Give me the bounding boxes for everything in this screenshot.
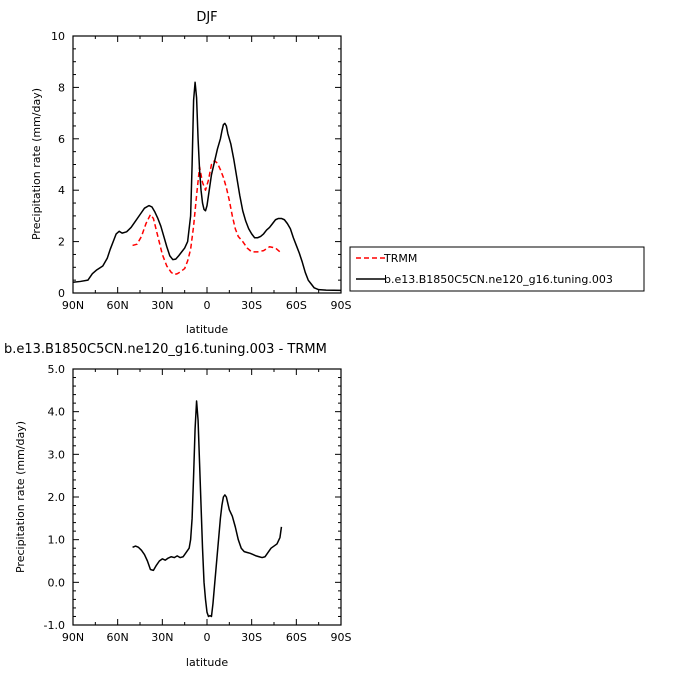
bottom-chart-title: b.e13.B1850C5CN.ne120_g16.tuning.003 - T… (4, 342, 327, 357)
top-ytick-label: 10 (51, 30, 65, 43)
bottom-xtick-label: 90N (62, 631, 84, 644)
top-chart-xlabel: latitude (186, 323, 228, 336)
top-xtick-label: 0 (204, 299, 211, 312)
top-series-line-0 (132, 159, 282, 276)
bottom-xtick-label: 30S (241, 631, 262, 644)
top-xtick-label: 60S (286, 299, 307, 312)
top-chart-title: DJF (196, 10, 217, 25)
bottom-ytick-label: 1.0 (48, 534, 66, 547)
bottom-ytick-label: 3.0 (48, 448, 66, 461)
top-xtick-label: 30N (151, 299, 173, 312)
legend-box (349, 246, 645, 292)
legend: TRMM b.e13.B1850C5CN.ne120_g16.tuning.00… (349, 246, 645, 292)
top-chart-lines (72, 81, 342, 292)
top-xtick-label: 90S (331, 299, 352, 312)
legend-label-trmm: TRMM (383, 252, 417, 265)
bottom-xtick-label: 60S (286, 631, 307, 644)
top-ytick-label: 0 (58, 287, 65, 300)
bottom-series-line-0 (132, 400, 283, 618)
bottom-chart-ylabel: Precipitation rate (mm/day) (14, 421, 27, 573)
top-ytick-label: 2 (58, 236, 65, 249)
top-chart-ticks: 90N 60N 30N 0 30S 60S 90S 0 2 4 6 8 10 (51, 30, 352, 312)
bottom-chart-frame (72, 368, 342, 626)
bottom-ytick-label: 5.0 (48, 363, 66, 376)
legend-label-model: b.e13.B1850C5CN.ne120_g16.tuning.003 (384, 273, 613, 286)
bottom-xtick-label: 30N (151, 631, 173, 644)
bottom-xtick-label: 60N (107, 631, 129, 644)
top-chart-frame (72, 35, 342, 294)
bottom-ytick-label: 2.0 (48, 491, 66, 504)
bottom-chart-lines (132, 400, 283, 618)
top-ytick-label: 6 (58, 133, 65, 146)
top-chart-ylabel: Precipitation rate (mm/day) (30, 88, 43, 240)
bottom-chart-panel: b.e13.B1850C5CN.ne120_g16.tuning.003 - T… (4, 342, 352, 669)
top-xtick-label: 30S (241, 299, 262, 312)
bottom-ytick-label: 0.0 (48, 576, 66, 589)
bottom-xtick-label: 90S (331, 631, 352, 644)
top-series-line-1 (72, 81, 342, 292)
bottom-ytick-label: 4.0 (48, 406, 66, 419)
top-xtick-label: 90N (62, 299, 84, 312)
bottom-chart-xlabel: latitude (186, 656, 228, 669)
top-ytick-label: 8 (58, 81, 65, 94)
top-xtick-label: 60N (107, 299, 129, 312)
bottom-xtick-label: 0 (204, 631, 211, 644)
top-chart-panel: DJF latitude Precipitation rate (mm/day)… (30, 10, 352, 336)
bottom-ytick-label: -1.0 (44, 619, 65, 632)
top-ytick-label: 4 (58, 184, 65, 197)
